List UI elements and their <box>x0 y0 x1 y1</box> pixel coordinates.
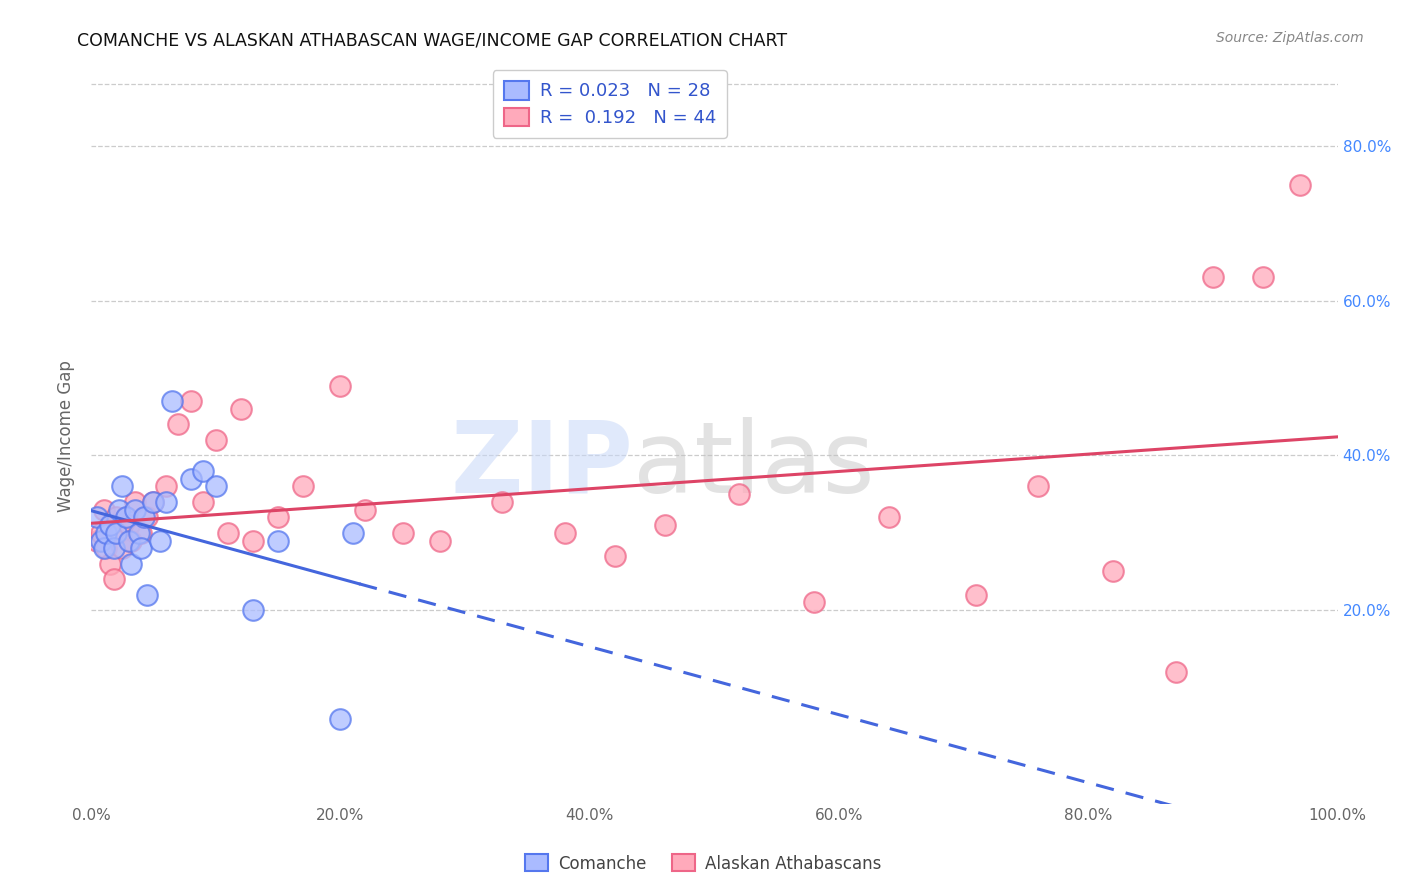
Point <box>105 525 128 540</box>
Point <box>120 533 142 548</box>
Point <box>180 472 202 486</box>
Point <box>149 533 172 548</box>
Point <box>354 502 377 516</box>
Point <box>1251 270 1274 285</box>
Point <box>86 533 108 548</box>
Point <box>491 495 513 509</box>
Point <box>111 541 134 556</box>
Point <box>129 541 152 556</box>
Point <box>329 711 352 725</box>
Point <box>193 495 215 509</box>
Point <box>120 557 142 571</box>
Point <box>129 525 152 540</box>
Point <box>107 502 129 516</box>
Point <box>429 533 451 548</box>
Point <box>1102 565 1125 579</box>
Legend: Comanche, Alaskan Athabascans: Comanche, Alaskan Athabascans <box>519 847 887 880</box>
Point <box>115 510 138 524</box>
Point <box>1202 270 1225 285</box>
Point <box>167 417 190 432</box>
Point <box>728 487 751 501</box>
Point <box>103 572 125 586</box>
Point <box>803 595 825 609</box>
Point <box>117 533 139 548</box>
Point <box>242 533 264 548</box>
Text: Source: ZipAtlas.com: Source: ZipAtlas.com <box>1216 31 1364 45</box>
Point <box>124 495 146 509</box>
Point <box>554 525 576 540</box>
Point <box>603 549 626 563</box>
Point <box>155 495 177 509</box>
Point <box>128 525 150 540</box>
Point <box>1164 665 1187 679</box>
Point <box>136 510 159 524</box>
Point <box>292 479 315 493</box>
Legend: R = 0.023   N = 28, R =  0.192   N = 44: R = 0.023 N = 28, R = 0.192 N = 44 <box>494 70 727 137</box>
Point <box>115 510 138 524</box>
Point <box>180 394 202 409</box>
Point <box>117 518 139 533</box>
Point <box>193 464 215 478</box>
Text: ZIP: ZIP <box>450 417 633 514</box>
Point <box>93 502 115 516</box>
Point <box>105 510 128 524</box>
Point <box>93 541 115 556</box>
Point <box>111 479 134 493</box>
Point <box>204 479 226 493</box>
Point <box>136 588 159 602</box>
Point <box>229 402 252 417</box>
Point <box>86 510 108 524</box>
Point <box>391 525 413 540</box>
Point <box>90 533 112 548</box>
Point <box>142 495 165 509</box>
Point <box>204 433 226 447</box>
Point <box>103 541 125 556</box>
Point <box>877 510 900 524</box>
Point <box>94 541 117 556</box>
Point <box>155 479 177 493</box>
Point <box>107 525 129 540</box>
Text: COMANCHE VS ALASKAN ATHABASCAN WAGE/INCOME GAP CORRELATION CHART: COMANCHE VS ALASKAN ATHABASCAN WAGE/INCO… <box>77 31 787 49</box>
Point <box>654 518 676 533</box>
Point <box>965 588 987 602</box>
Point <box>267 510 290 524</box>
Text: atlas: atlas <box>633 417 875 514</box>
Point <box>98 518 121 533</box>
Point <box>90 525 112 540</box>
Point <box>124 502 146 516</box>
Point <box>267 533 290 548</box>
Point <box>132 510 155 524</box>
Point <box>1028 479 1050 493</box>
Point <box>342 525 364 540</box>
Point <box>98 557 121 571</box>
Point <box>329 378 352 392</box>
Y-axis label: Wage/Income Gap: Wage/Income Gap <box>58 360 75 512</box>
Point <box>217 525 239 540</box>
Point <box>242 603 264 617</box>
Point <box>94 525 117 540</box>
Point <box>160 394 183 409</box>
Point <box>142 495 165 509</box>
Point <box>1289 178 1312 192</box>
